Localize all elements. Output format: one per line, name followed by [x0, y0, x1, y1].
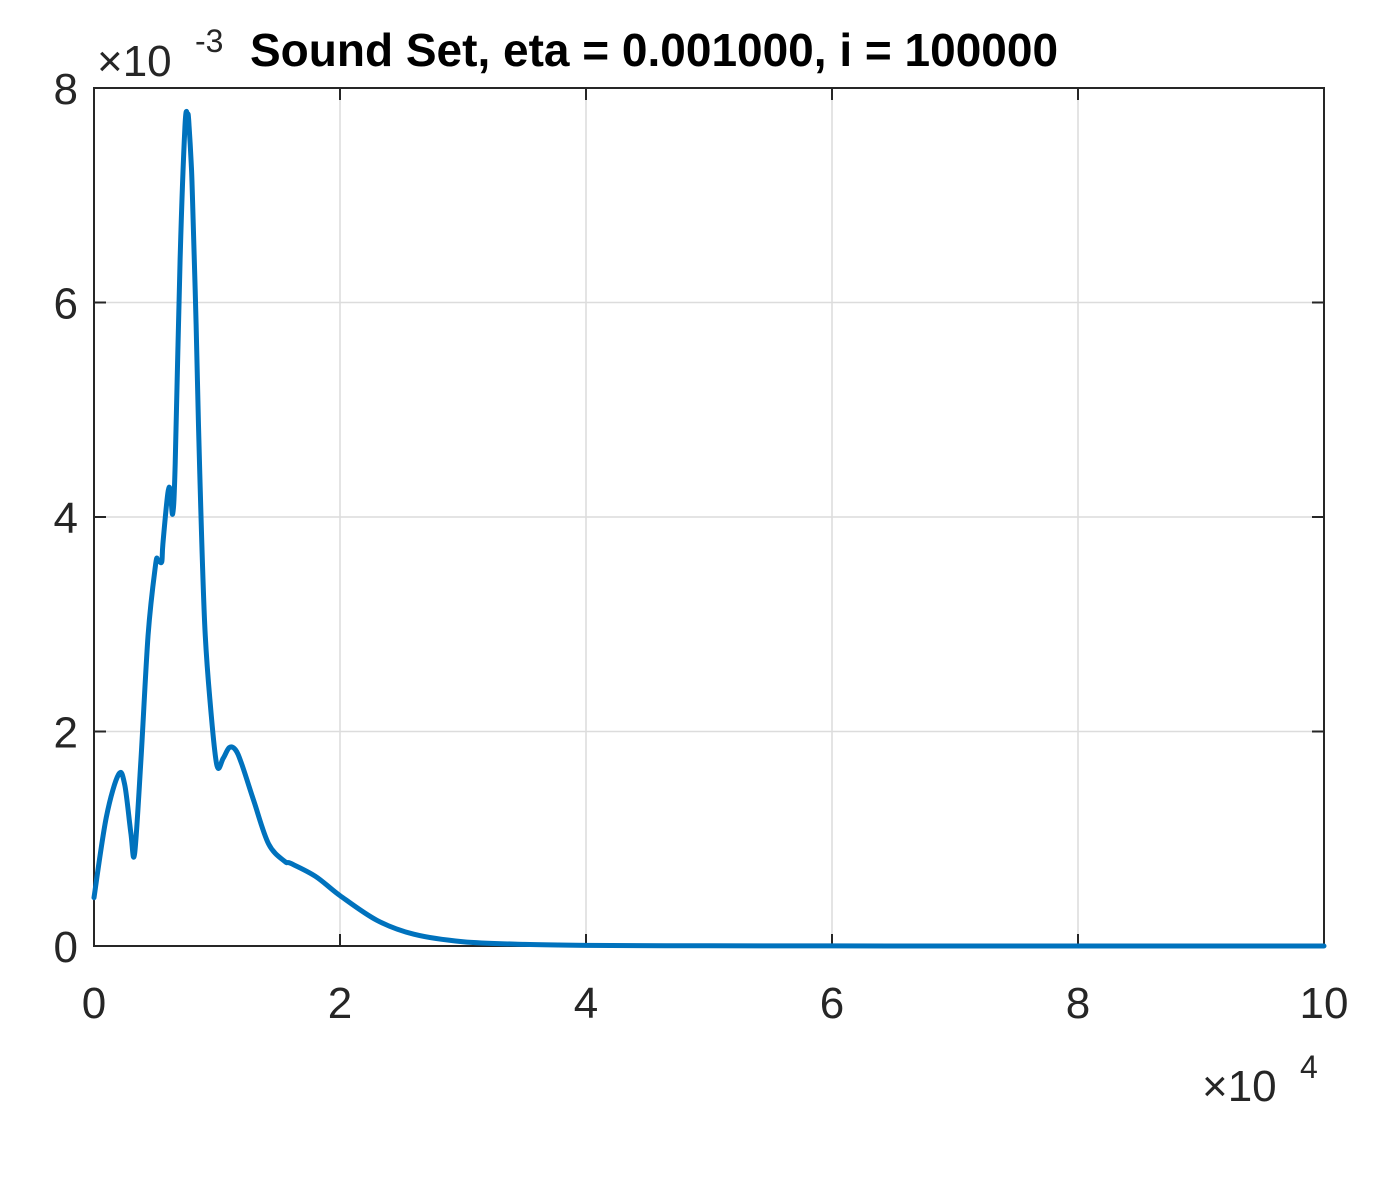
x-tick-label: 10	[1300, 979, 1349, 1028]
x-multiplier-exponent: 4	[1300, 1049, 1318, 1085]
y-tick-label: 4	[54, 494, 78, 543]
chart-title: Sound Set, eta = 0.001000, i = 100000	[250, 24, 1058, 76]
y-tick-label: 0	[54, 923, 78, 972]
y-multiplier-exponent: -3	[195, 23, 223, 59]
series-line	[91, 108, 1327, 949]
x-multiplier-base: ×10	[1202, 1062, 1277, 1111]
x-tick-label: 6	[820, 979, 844, 1028]
y-tick-label: 2	[54, 709, 78, 758]
x-tick-label: 4	[574, 979, 598, 1028]
x-multiplier: ×10 4	[1202, 1049, 1318, 1111]
y-tick-label: 8	[54, 65, 78, 114]
y-tick-label: 6	[54, 280, 78, 329]
grid-lines	[94, 88, 1324, 946]
x-tick-labels: 0 2 4 6 8 10	[82, 979, 1349, 1028]
y-multiplier: ×10 -3	[97, 23, 223, 86]
x-tick-label: 8	[1066, 979, 1090, 1028]
y-multiplier-base: ×10	[97, 37, 172, 86]
y-tick-labels: 0 2 4 6 8	[54, 65, 78, 972]
x-tick-label: 2	[328, 979, 352, 1028]
x-tick-label: 0	[82, 979, 106, 1028]
